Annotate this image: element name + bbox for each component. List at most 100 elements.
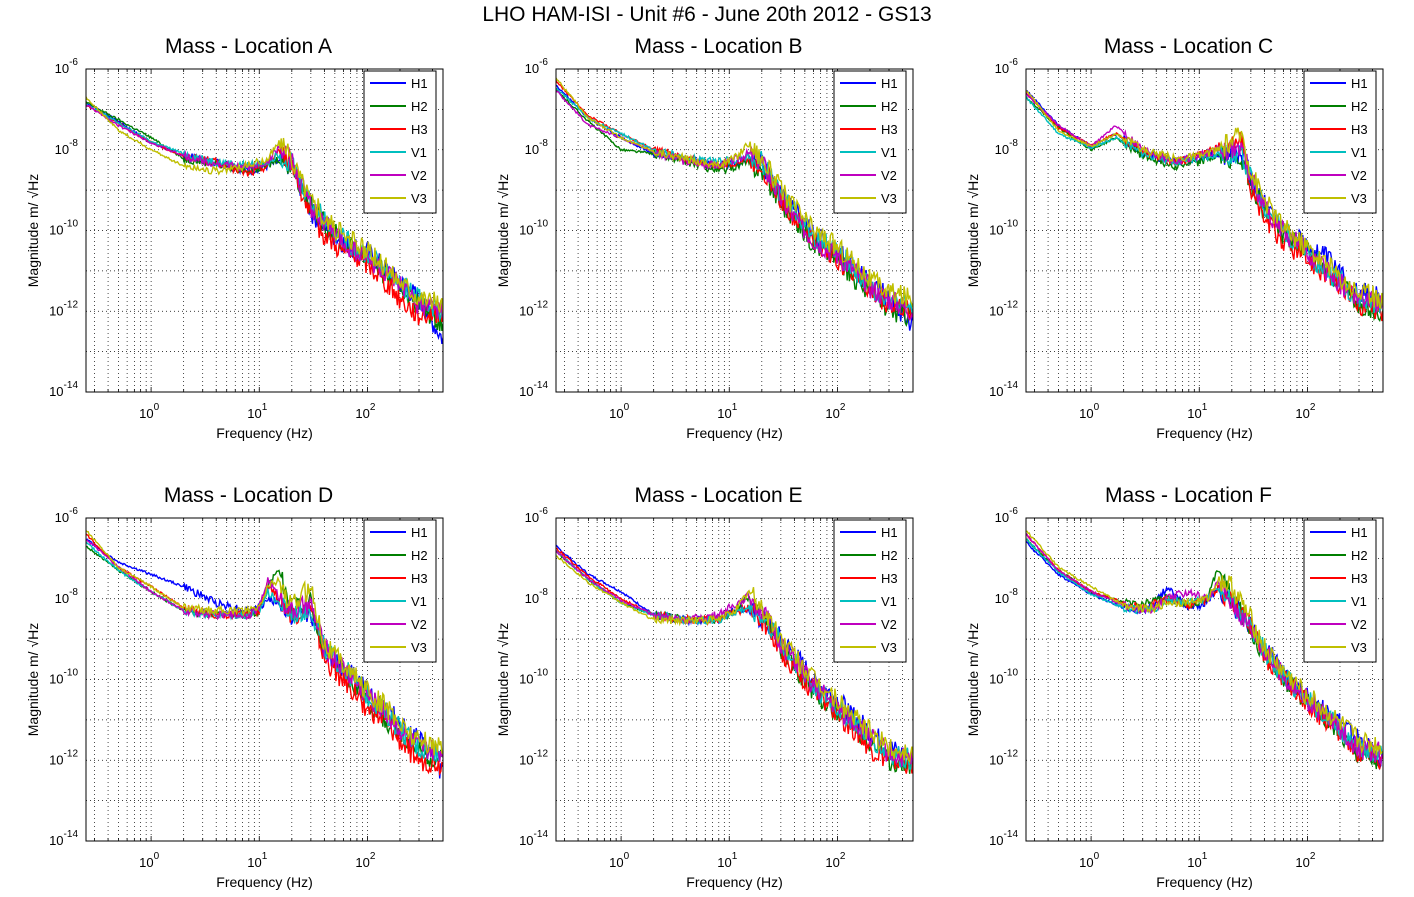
legend-label: H3 (881, 122, 898, 137)
legend-label: H2 (1351, 99, 1368, 114)
legend-box (363, 70, 437, 214)
chart-panel-4: 10-14 10-12 10-10 10-8 10-6 100 101 102 Frequenc… (25, 484, 444, 890)
legend-label: H3 (1351, 122, 1368, 137)
legend-label: H1 (411, 76, 428, 91)
y-axis-label: Magnitude m/ √Hz (495, 174, 511, 288)
y-tick-label: 10-6 (55, 506, 79, 525)
legend: H1 H2 H3 V1 V2 V3 (1303, 70, 1377, 214)
series-group (556, 77, 913, 331)
legend: H1 H2 H3 V1 V2 V3 (363, 70, 437, 214)
legend-box (1303, 519, 1377, 663)
series-line-h3 (556, 80, 913, 321)
y-tick-label: 10-10 (519, 219, 548, 238)
legend-label: V3 (1351, 640, 1367, 655)
y-tick-label: 10-6 (995, 506, 1019, 525)
x-tick-label: 101 (1187, 851, 1207, 870)
legend-label: V2 (881, 168, 897, 183)
x-tick-label: 101 (717, 851, 737, 870)
y-tick-label: 10-14 (49, 380, 78, 399)
legend-label: V2 (1351, 617, 1367, 632)
legend-label: H3 (1351, 571, 1368, 586)
tick-marks (1034, 69, 1373, 392)
legend: H1 H2 H3 V1 V2 V3 (833, 519, 907, 663)
y-tick-label: 10-6 (995, 57, 1019, 76)
y-tick-label: 10-6 (55, 57, 79, 76)
legend-label: H1 (411, 525, 428, 540)
legend-label: V2 (881, 617, 897, 632)
legend: H1 H2 H3 V1 V2 V3 (363, 519, 437, 663)
legend: H1 H2 H3 V1 V2 V3 (833, 70, 907, 214)
axes-frame (1025, 517, 1384, 842)
series-line-v2 (86, 539, 443, 763)
series-group (86, 96, 443, 345)
x-tick-label: 100 (609, 402, 629, 421)
y-tick-label: 10-12 (519, 748, 548, 767)
y-tick-label: 10-8 (995, 138, 1019, 157)
x-tick-label: 101 (247, 402, 267, 421)
legend-box (833, 519, 907, 663)
legend-label: H1 (881, 525, 898, 540)
x-axis-label: Frequency (Hz) (1156, 425, 1252, 441)
panel-title: Mass - Location E (634, 484, 802, 507)
legend-label: V1 (881, 594, 897, 609)
figure-title: LHO HAM-ISI - Unit #6 - June 20th 2012 -… (482, 3, 932, 26)
legend-label: H1 (1351, 76, 1368, 91)
x-tick-label: 102 (355, 402, 375, 421)
series-line-v1 (1026, 95, 1383, 314)
legend-label: H3 (411, 122, 428, 137)
y-tick-label: 10-14 (49, 829, 78, 848)
panel-title: Mass - Location F (1105, 484, 1272, 507)
legend-label: H2 (411, 99, 428, 114)
legend-label: V1 (1351, 594, 1367, 609)
x-axis-label: Frequency (Hz) (686, 425, 782, 441)
series-line-v3 (1026, 89, 1383, 310)
axes-frame (85, 68, 444, 393)
x-tick-label: 101 (717, 402, 737, 421)
tick-marks (94, 69, 433, 392)
x-axis-label: Frequency (Hz) (216, 425, 312, 441)
y-tick-label: 10-10 (989, 219, 1018, 238)
x-tick-label: 102 (355, 851, 375, 870)
legend-label: V3 (881, 640, 897, 655)
x-axis-label: Frequency (Hz) (686, 874, 782, 890)
x-tick-label: 102 (1295, 851, 1315, 870)
x-tick-label: 100 (609, 851, 629, 870)
x-axis-label: Frequency (Hz) (1156, 874, 1252, 890)
legend-label: V1 (881, 145, 897, 160)
legend-label: H2 (881, 99, 898, 114)
chart-panel-2: 10-14 10-12 10-10 10-8 10-6 100 101 102 Frequenc… (495, 35, 914, 441)
legend-label: V3 (411, 191, 427, 206)
legend-label: V2 (411, 168, 427, 183)
legend-label: H2 (1351, 548, 1368, 563)
series-group (556, 544, 913, 774)
legend: H1 H2 H3 V1 V2 V3 (1303, 519, 1377, 663)
legend-label: H3 (411, 571, 428, 586)
y-tick-label: 10-12 (519, 299, 548, 318)
legend-label: V3 (1351, 191, 1367, 206)
legend-label: V1 (411, 145, 427, 160)
legend-label: H2 (411, 548, 428, 563)
series-line-v1 (556, 87, 913, 316)
x-tick-label: 100 (139, 402, 159, 421)
y-tick-label: 10-14 (519, 829, 548, 848)
legend-label: H1 (1351, 525, 1368, 540)
legend-label: V2 (411, 617, 427, 632)
y-axis-label: Magnitude m/ √Hz (25, 174, 41, 288)
y-tick-label: 10-14 (519, 380, 548, 399)
legend-box (1303, 70, 1377, 214)
legend-label: V3 (411, 640, 427, 655)
x-tick-label: 102 (825, 851, 845, 870)
series-line-v2 (556, 549, 913, 767)
y-axis-label: Magnitude m/ √Hz (965, 174, 981, 288)
x-tick-label: 102 (1295, 402, 1315, 421)
y-tick-label: 10-14 (989, 829, 1018, 848)
tick-marks (564, 518, 903, 841)
y-axis-label: Magnitude m/ √Hz (965, 623, 981, 737)
y-tick-label: 10-12 (989, 748, 1018, 767)
chart-panel-5: 10-14 10-12 10-10 10-8 10-6 100 101 102 Frequenc… (495, 484, 914, 890)
series-line-v3 (86, 530, 443, 756)
legend-label: V1 (1351, 145, 1367, 160)
axes-frame (85, 517, 444, 842)
y-tick-label: 10-8 (55, 587, 79, 606)
panel-title: Mass - Location D (164, 484, 333, 507)
